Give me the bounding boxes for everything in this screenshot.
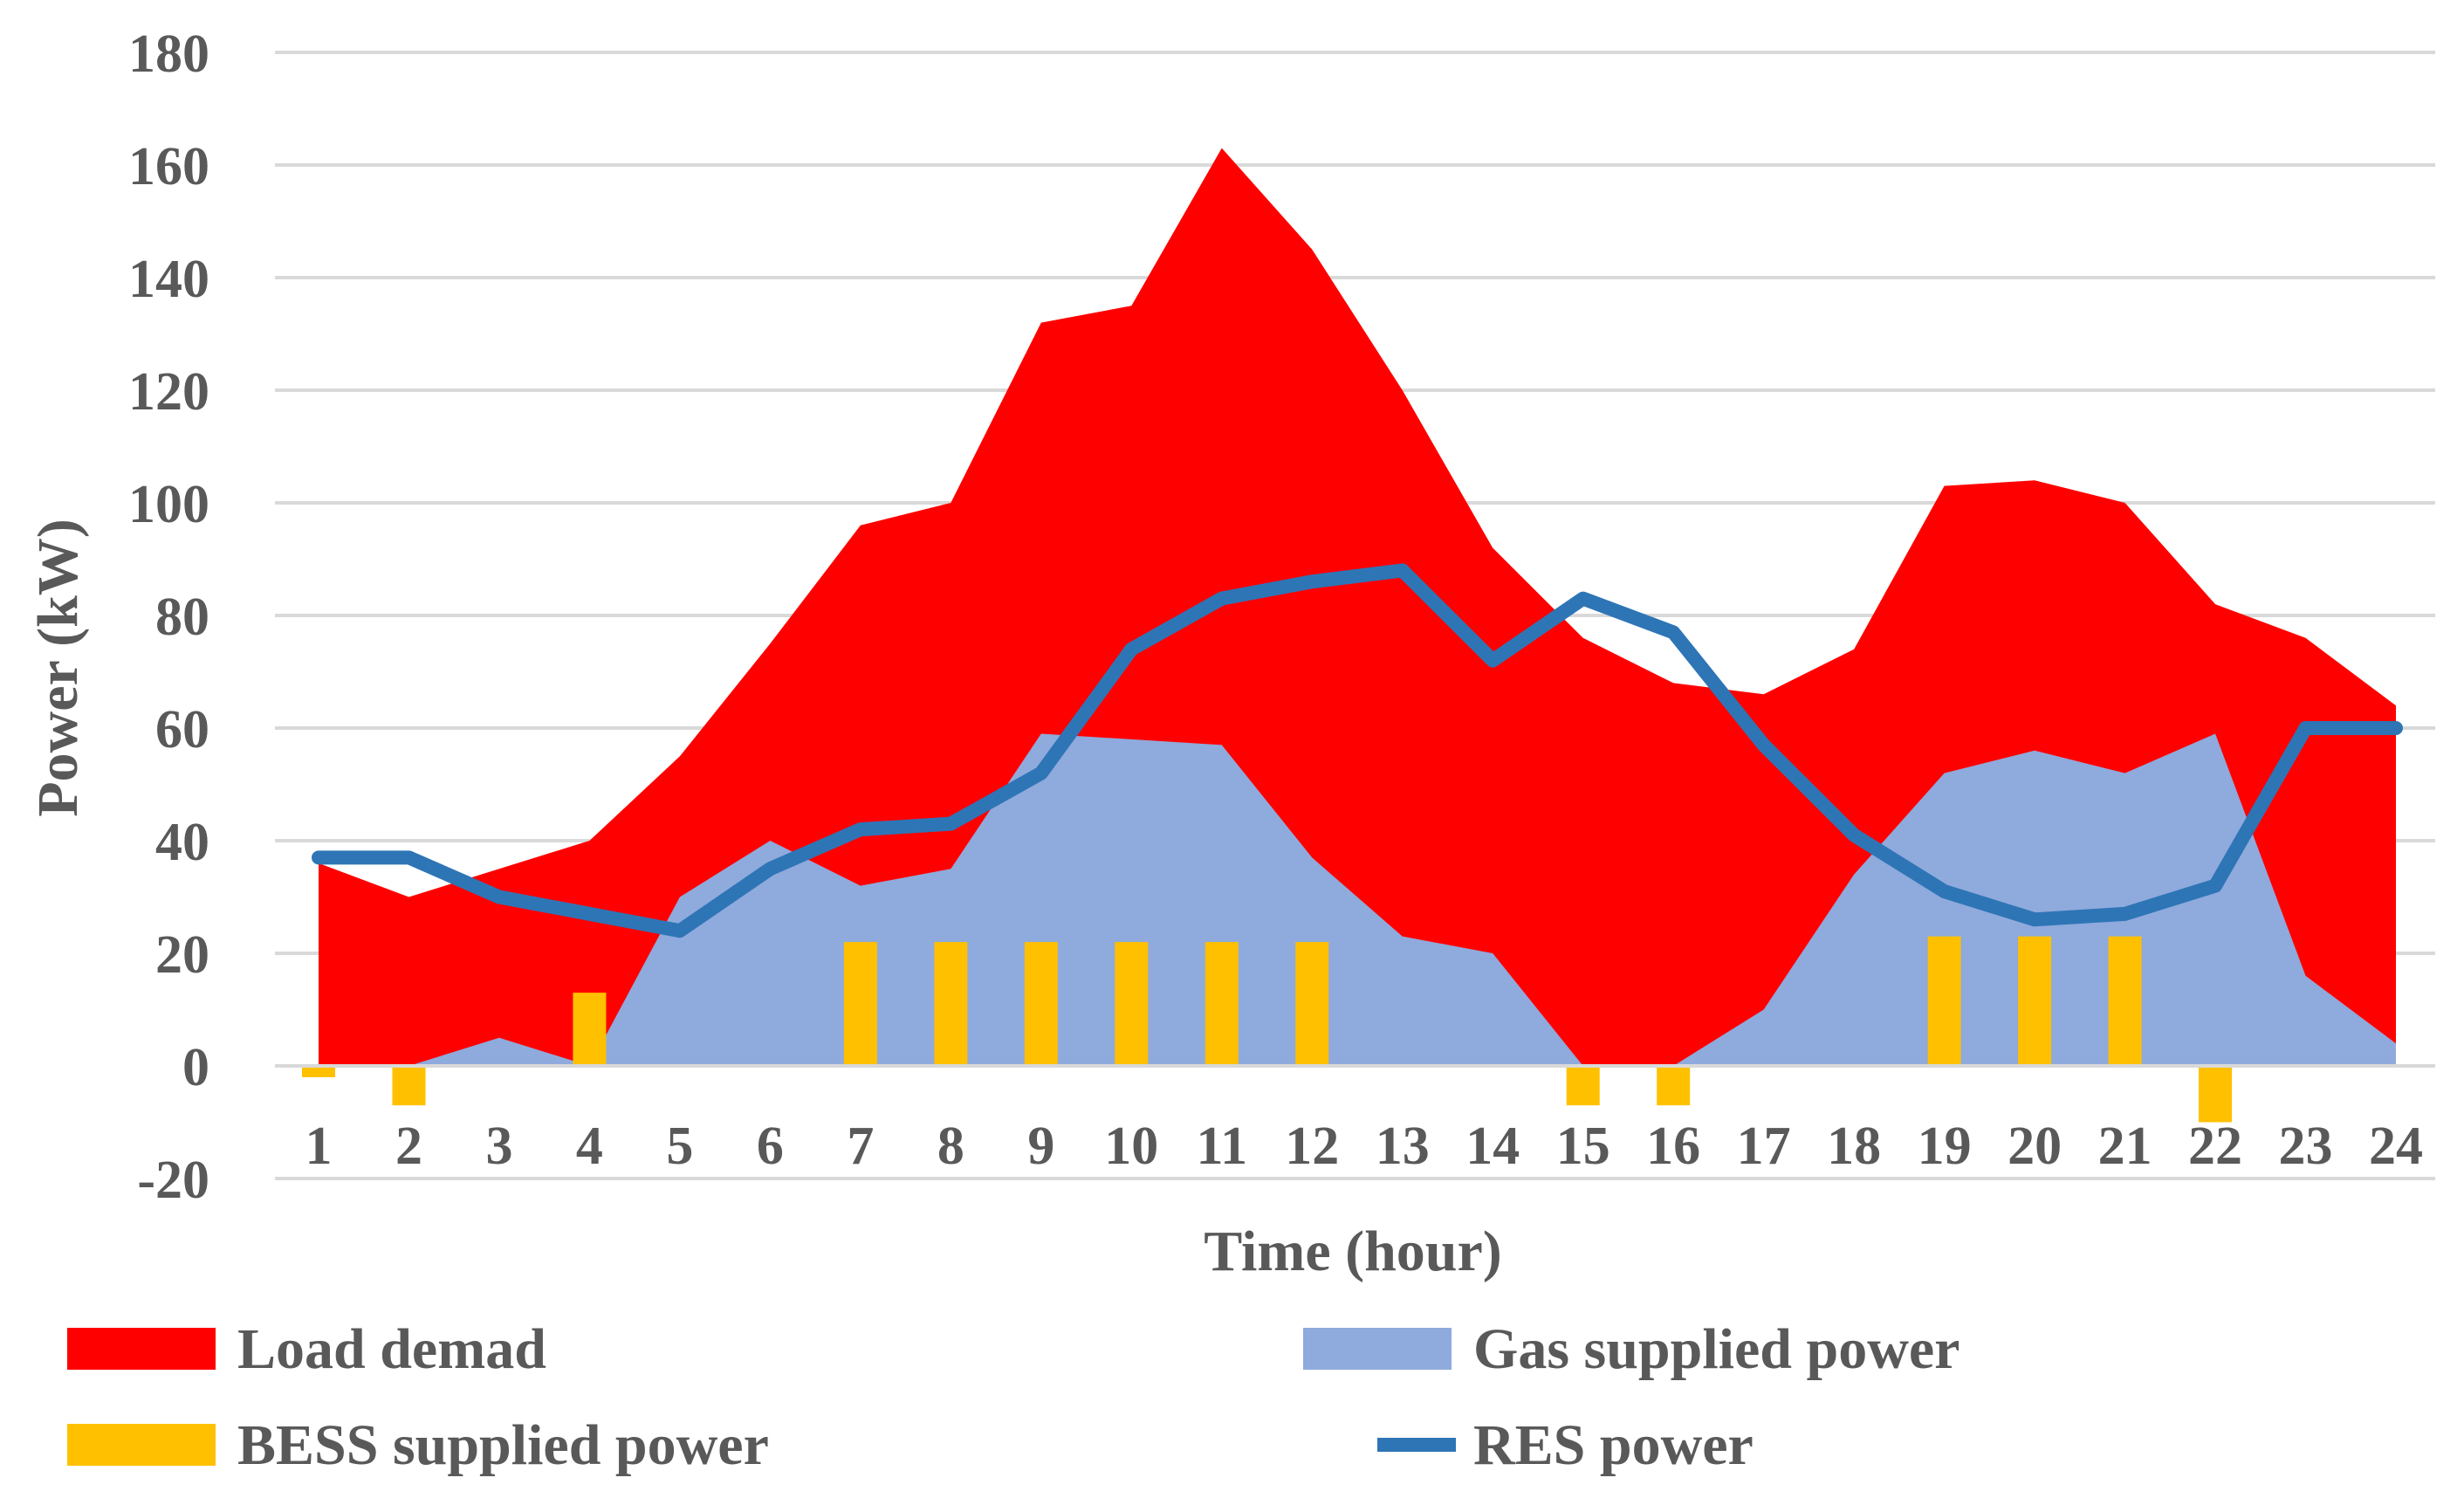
y-tick-label: 40 (155, 813, 209, 872)
x-tick-label: 11 (1196, 1117, 1247, 1176)
legend: Load demad Gas supplied power BESS supplie… (67, 1317, 1960, 1477)
bess-bar-hour-15 (1566, 1066, 1600, 1106)
legend-label-bess-supplied-power: BESS supplied power (237, 1413, 769, 1477)
x-tick-label: 15 (1556, 1117, 1610, 1176)
y-tick-label: 80 (155, 588, 209, 647)
bar-series (302, 936, 2233, 1123)
bess-bar-hour-20 (2018, 936, 2052, 1066)
x-tick-label: 12 (1285, 1117, 1339, 1176)
x-tick-label: 13 (1376, 1117, 1430, 1176)
x-tick-label: 7 (847, 1117, 874, 1176)
bess-bar-hour-19 (1927, 936, 1961, 1066)
x-axis-title: Time (hour) (1204, 1220, 1502, 1283)
line-res-power (312, 563, 2403, 938)
y-tick-label: 180 (128, 24, 209, 84)
legend-swatch-gas-supplied-power (1303, 1328, 1452, 1370)
bess-bar-hour-8 (934, 942, 968, 1066)
area-gas-supplied-power (319, 733, 2396, 1066)
y-tick-label: -20 (137, 1151, 209, 1210)
bess-bar-hour-1 (302, 1066, 335, 1077)
x-tick-label: 6 (757, 1117, 784, 1176)
y-tick-label: 20 (155, 925, 209, 985)
x-axis-ticks: 1 2 3 4 5 6 7 8 9 10 11 12 13 14 15 16 17 18 19 20 21 22 23 24 (305, 1117, 2424, 1176)
y-axis-ticks: -20 0 20 40 60 80 100 120 140 160 180 (128, 24, 209, 1210)
x-tick-label: 9 (1027, 1117, 1054, 1176)
legend-swatch-bess-supplied-power (67, 1424, 216, 1466)
x-tick-label: 24 (2369, 1117, 2423, 1176)
x-tick-label: 10 (1104, 1117, 1158, 1176)
y-tick-label: 160 (128, 137, 209, 196)
x-tick-label: 18 (1827, 1117, 1881, 1176)
legend-label-res-power: RES power (1473, 1413, 1754, 1477)
line-series (312, 563, 2403, 938)
y-tick-label: 120 (128, 362, 209, 422)
x-tick-label: 2 (395, 1117, 422, 1176)
y-tick-label: 60 (155, 700, 209, 759)
bess-bar-hour-22 (2199, 1066, 2233, 1123)
bess-bar-hour-4 (573, 993, 607, 1066)
bess-bar-hour-10 (1115, 942, 1149, 1066)
y-tick-label: 100 (128, 475, 209, 534)
x-tick-label: 23 (2279, 1117, 2333, 1176)
bess-bar-hour-12 (1295, 942, 1329, 1066)
x-tick-label: 5 (666, 1117, 693, 1176)
legend-label-load-demad: Load demad (237, 1317, 546, 1381)
x-tick-label: 19 (1918, 1117, 1972, 1176)
x-tick-label: 8 (937, 1117, 964, 1176)
x-tick-label: 21 (2098, 1117, 2152, 1176)
legend-label-gas-supplied-power: Gas supplied power (1473, 1317, 1960, 1381)
bess-bar-hour-11 (1205, 942, 1239, 1066)
x-tick-label: 14 (1465, 1117, 1520, 1176)
x-tick-label: 22 (2188, 1117, 2242, 1176)
x-tick-label: 4 (576, 1117, 603, 1176)
x-tick-label: 16 (1646, 1117, 1700, 1176)
x-tick-label: 20 (2008, 1117, 2062, 1176)
bess-bar-hour-16 (1657, 1066, 1691, 1106)
bess-bar-hour-21 (2108, 936, 2142, 1066)
bess-bar-hour-9 (1024, 942, 1058, 1066)
bess-bar-hour-2 (392, 1066, 426, 1106)
legend-swatch-load-demad (67, 1328, 216, 1370)
x-tick-label: 3 (485, 1117, 512, 1176)
x-tick-label: 1 (305, 1117, 333, 1176)
y-axis-title: Power (kW) (26, 519, 90, 817)
bess-bar-hour-7 (843, 942, 877, 1066)
y-tick-label: 140 (128, 250, 209, 309)
x-tick-label: 17 (1737, 1117, 1791, 1176)
y-tick-label: 0 (182, 1038, 209, 1097)
